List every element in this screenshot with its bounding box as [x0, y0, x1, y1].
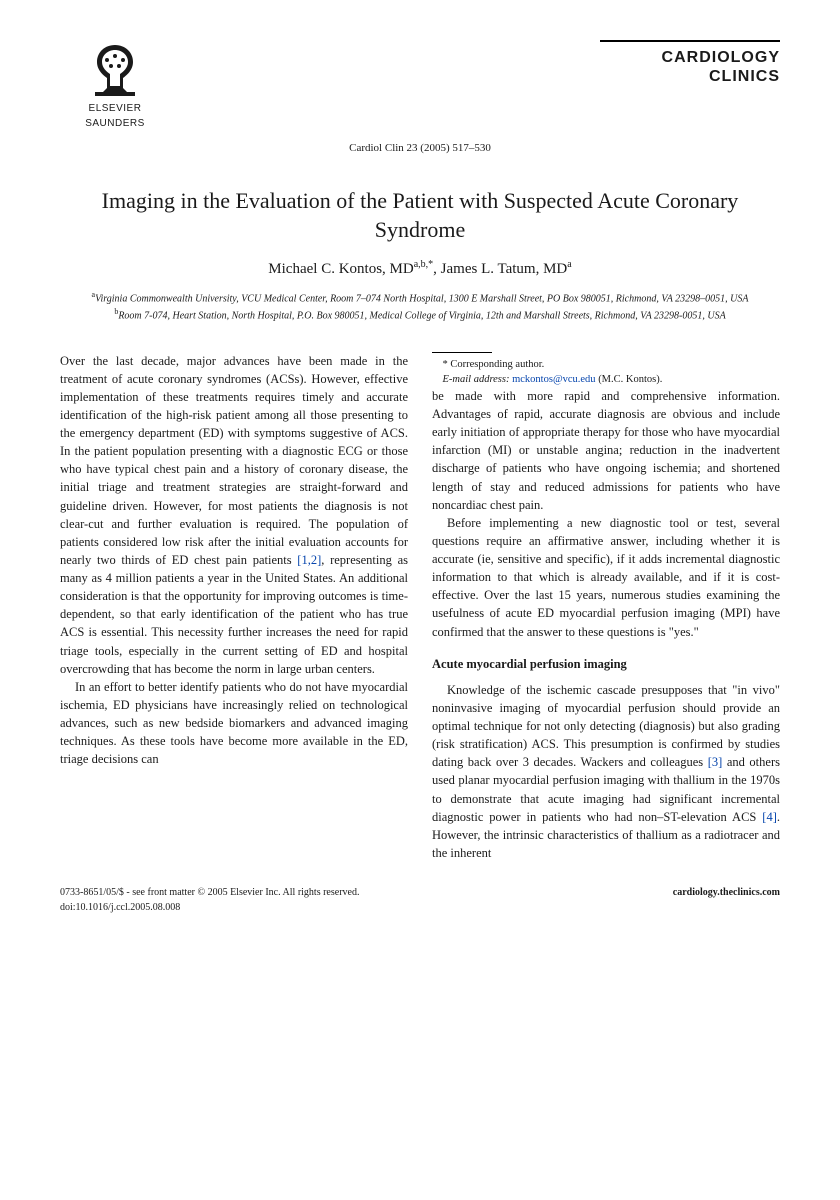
publisher-name: ELSEVIER SAUNDERS — [85, 102, 145, 131]
citation-ref-1-2[interactable]: [1,2] — [297, 553, 321, 567]
para-1b: , representing as many as 4 million pati… — [60, 553, 408, 676]
doi-line: doi:10.1016/j.ccl.2005.08.008 — [60, 902, 180, 913]
aff-b-text: Room 7-074, Heart Station, North Hospita… — [118, 311, 725, 322]
author-2-affil: a — [567, 259, 571, 270]
para-3: be made with more rapid and comprehensiv… — [432, 387, 780, 514]
journal-name-block: CARDIOLOGY CLINICS — [600, 40, 780, 86]
body-columns: Over the last decade, major advances hav… — [60, 352, 780, 863]
publisher-logo-block: ELSEVIER SAUNDERS — [60, 40, 170, 131]
citation-ref-4[interactable]: [4] — [762, 810, 777, 824]
para-1a: Over the last decade, major advances hav… — [60, 354, 408, 567]
corresponding-note: * Corresponding author. — [432, 357, 780, 372]
email-paren: (M.C. Kontos). — [598, 374, 662, 385]
footnote-block: * Corresponding author. E-mail address: … — [432, 357, 780, 387]
page-footer: 0733-8651/05/$ - see front matter © 2005… — [60, 886, 780, 915]
page-header: ELSEVIER SAUNDERS CARDIOLOGY CLINICS — [60, 40, 780, 131]
email-line: E-mail address: mckontos@vcu.edu (M.C. K… — [432, 372, 780, 387]
elsevier-tree-icon — [85, 40, 145, 100]
para-1: Over the last decade, major advances hav… — [60, 352, 408, 678]
para-4: Before implementing a new diagnostic too… — [432, 514, 780, 641]
para-2: In an effort to better identify patients… — [60, 678, 408, 769]
copyright-line: 0733-8651/05/$ - see front matter © 2005… — [60, 887, 359, 898]
affiliations: aVirginia Commonwealth University, VCU M… — [60, 289, 780, 324]
citation-ref-3[interactable]: [3] — [708, 755, 723, 769]
publisher-line1: ELSEVIER — [89, 103, 142, 114]
author-1: Michael C. Kontos, MD — [268, 261, 413, 277]
email-label: E-mail address: — [443, 374, 510, 385]
section-heading-1: Acute myocardial perfusion imaging — [432, 655, 780, 673]
journal-line2: CLINICS — [709, 68, 780, 85]
author-1-affil: a,b,* — [414, 259, 433, 270]
author-2: James L. Tatum, MD — [441, 261, 568, 277]
journal-url[interactable]: cardiology.theclinics.com — [673, 887, 780, 898]
footer-left: 0733-8651/05/$ - see front matter © 2005… — [60, 886, 359, 915]
article-title: Imaging in the Evaluation of the Patient… — [60, 187, 780, 244]
publisher-line2: SAUNDERS — [85, 118, 145, 129]
footnote-rule — [432, 352, 492, 353]
journal-line1: CARDIOLOGY — [662, 49, 780, 66]
para-5: Knowledge of the ischemic cascade presup… — [432, 681, 780, 862]
aff-a-text: Virginia Commonwealth University, VCU Me… — [95, 293, 748, 304]
author-email[interactable]: mckontos@vcu.edu — [512, 374, 595, 385]
footer-right: cardiology.theclinics.com — [673, 886, 780, 915]
citation-line: Cardiol Clin 23 (2005) 517–530 — [60, 141, 780, 157]
author-list: Michael C. Kontos, MDa,b,*, James L. Tat… — [60, 258, 780, 281]
